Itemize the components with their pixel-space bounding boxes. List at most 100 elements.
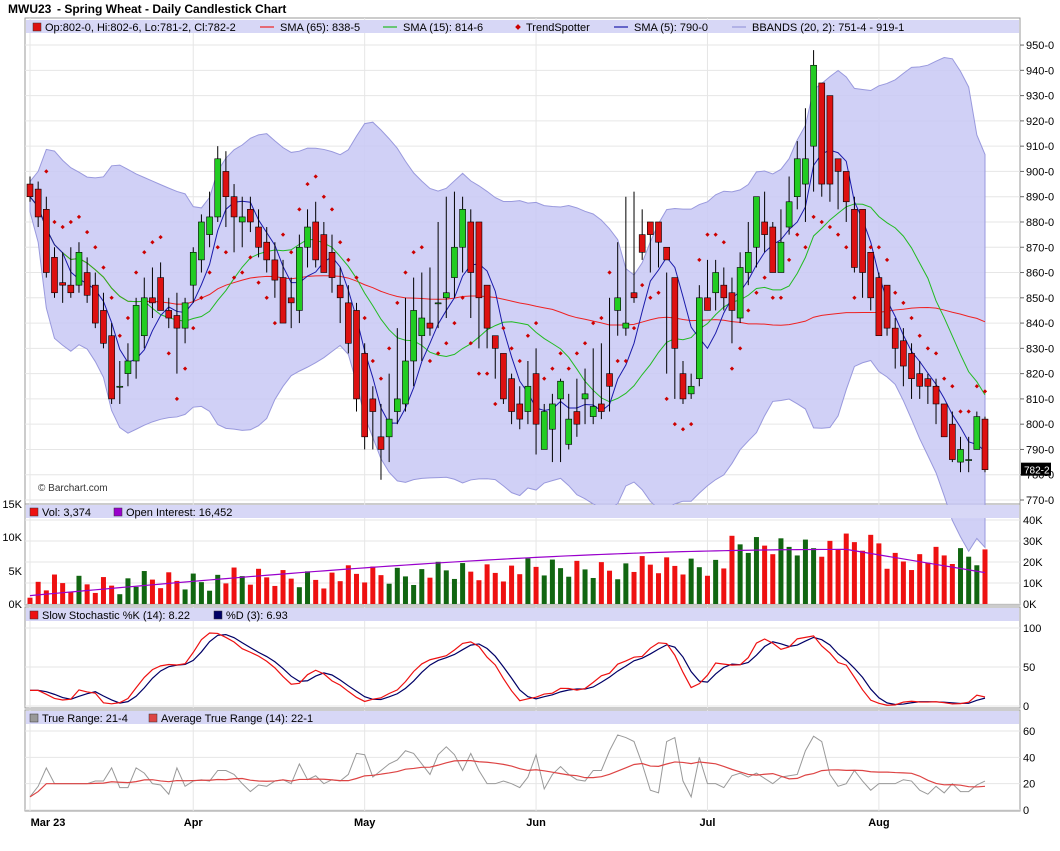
legend-label: True Range: 21-4 [42,713,128,725]
trendspotter-marker [248,255,253,260]
volume-bar [182,589,188,604]
month-label: Jun [526,817,546,829]
candle-body [679,373,687,400]
candle-body [916,373,924,387]
price-tick-label: 940-0 [1026,65,1054,77]
price-tick-label: 860-0 [1026,268,1054,280]
trendspotter-marker [68,219,73,225]
volume-bar [133,586,139,604]
trendspotter-marker [640,283,645,288]
trendspotter-marker [387,346,392,351]
volume-bar [402,576,408,604]
volume-bar [43,590,49,604]
volume-bar [198,582,204,604]
price-tick-label: 770-0 [1026,495,1054,507]
candle-body [287,297,295,304]
candle-body [34,188,42,218]
title-separator: - [57,2,64,16]
trendspotter-marker [93,245,98,250]
month-label: Mar 23 [31,817,66,829]
volume-bar [435,561,441,604]
trendspotter-marker [607,270,612,275]
candle-body [728,292,736,311]
volume-bar [443,570,449,604]
volume-bar [786,546,792,604]
candle-body [532,373,540,425]
volume-bar [835,549,841,604]
candle-body [206,216,213,235]
trendspotter-marker [52,219,57,225]
true-range-tick-label: 20 [1023,779,1035,791]
trendspotter-marker [313,174,318,179]
candle-body [606,373,613,387]
legend-swatch-square [213,610,223,620]
candle-body [924,378,932,387]
trendspotter-marker [533,320,539,326]
legends: Op:802-0, Hi:802-6, Lo:781-2, Cl:782-2 SM… [26,20,1019,725]
volume-bar [68,591,74,604]
candle-body [181,302,189,329]
candle-body [410,310,417,362]
month-label: Aug [868,817,889,829]
volume-bar [264,577,270,604]
trendspotter-marker [844,245,849,250]
trendspotter-marker [321,194,326,199]
month-label: May [354,817,376,829]
volume-bar [517,574,523,604]
candle-body [842,171,850,203]
trendspotter-marker [738,346,743,351]
title-text: Spring Wheat - Daily Candlestick Chart [64,2,286,16]
volume-bar [51,574,57,604]
month-label: Jul [700,817,716,829]
volume-bar [574,560,580,604]
candle-body [549,403,556,430]
trendspotter-marker [770,295,775,300]
trendspotter-marker [207,270,212,275]
trendspotter-marker [672,422,677,427]
volume-bar [933,546,939,604]
true-range-legend-bar [26,711,1019,724]
candle-body [361,353,368,438]
legend-label: Slow Stochastic %K (14): 8.22 [42,610,190,622]
trendspotter-marker [566,366,571,371]
trendspotter-marker [542,376,547,381]
volume-bar [419,569,425,604]
volume-bar [231,567,237,604]
volume-left-tick-label: 15K [2,499,22,511]
volume-bar [558,568,564,604]
volume-bar [215,574,221,604]
trendspotter-marker [591,320,596,326]
volume-bar [607,570,613,604]
candle-body [442,292,450,299]
legend-swatch-dot [515,24,521,30]
candle-body [508,378,515,412]
trendspotter-marker [484,371,490,376]
volume-bar [966,556,972,604]
candle-body [573,411,581,425]
candle-body [385,418,393,438]
trendspotter-marker [289,250,294,255]
volume-bar [794,555,800,604]
trendspotter-marker [142,250,147,255]
candle-body [51,257,58,294]
price-tick-label: 790-0 [1026,444,1054,456]
candle-body [761,221,768,235]
volume-left-tick-label: 0K [9,599,23,611]
candle-body [565,418,573,445]
chart-title: - Spring Wheat - Daily Candlestick Chart [57,2,286,16]
volume-bar [615,579,621,604]
candle-body [459,209,466,248]
volume-bar [100,577,106,604]
candle-body [43,209,50,273]
price-tick-label: 870-0 [1026,242,1054,254]
volume-bar [713,559,719,604]
volume-bar [476,580,482,604]
trendspotter-marker [558,351,563,356]
candle-body [908,353,915,379]
candle-body [434,302,442,305]
candle-body [581,393,589,400]
volume-bar [27,597,33,604]
candle-body [769,226,777,273]
candle-body [981,418,989,470]
volume-bar [109,585,115,604]
